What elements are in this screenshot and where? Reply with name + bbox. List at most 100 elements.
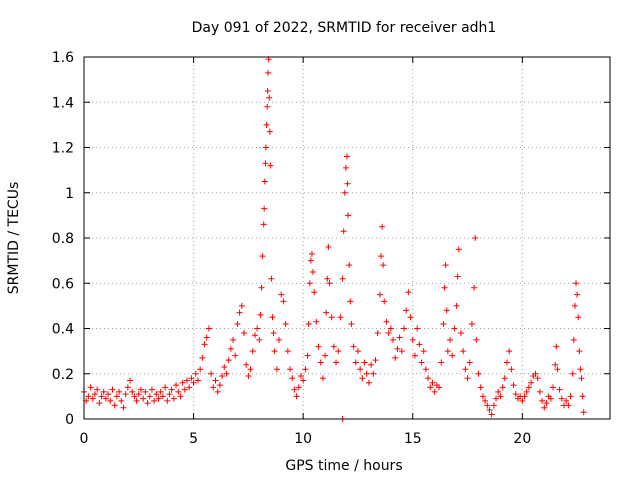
data-point — [479, 393, 486, 400]
data-point — [468, 320, 475, 327]
data-point — [240, 330, 247, 337]
grid — [84, 57, 610, 419]
data-point — [536, 388, 543, 395]
data-point — [236, 309, 243, 316]
data-point — [116, 388, 123, 395]
data-point — [175, 388, 182, 395]
data-point — [291, 386, 298, 393]
data-point — [159, 393, 166, 400]
data-point — [352, 359, 359, 366]
y-tick-label: 1.2 — [52, 141, 74, 157]
data-point — [278, 291, 285, 298]
data-point — [573, 280, 580, 287]
data-point — [441, 284, 448, 291]
data-point — [333, 359, 340, 366]
data-point — [120, 404, 127, 411]
data-point — [227, 345, 234, 352]
data-point — [462, 366, 469, 373]
data-point — [571, 302, 578, 309]
data-point — [247, 366, 254, 373]
data-point — [251, 332, 258, 339]
data-point — [372, 357, 379, 364]
data-point — [454, 273, 461, 280]
data-point — [403, 307, 410, 314]
data-point — [249, 348, 256, 355]
data-point — [259, 253, 266, 260]
data-point — [455, 246, 462, 253]
data-point — [98, 393, 105, 400]
data-point — [184, 377, 191, 384]
data-point — [554, 366, 561, 373]
x-tick-label: 0 — [80, 431, 89, 447]
data-point — [181, 386, 188, 393]
data-point — [168, 386, 175, 393]
data-point — [357, 366, 364, 373]
data-point — [381, 298, 388, 305]
data-point — [398, 348, 405, 355]
data-point — [394, 345, 401, 352]
data-point — [109, 386, 116, 393]
data-point — [503, 359, 510, 366]
data-point — [328, 314, 335, 321]
data-point — [577, 366, 584, 373]
data-point — [534, 375, 541, 382]
data-point — [361, 359, 368, 366]
data-point — [170, 395, 177, 402]
data-point — [307, 257, 314, 264]
data-point — [444, 348, 451, 355]
data-point — [151, 397, 158, 404]
data-point — [216, 382, 223, 389]
data-point — [157, 388, 164, 395]
data-point — [289, 375, 296, 382]
data-point — [305, 320, 312, 327]
data-point — [284, 348, 291, 355]
data-point — [311, 289, 318, 296]
data-point — [418, 359, 425, 366]
data-point — [135, 391, 142, 398]
data-point — [575, 314, 582, 321]
data-point — [122, 391, 129, 398]
data-point — [310, 268, 317, 275]
data-point — [243, 361, 250, 368]
data-point — [565, 402, 572, 409]
data-point — [574, 291, 581, 298]
data-point — [137, 386, 144, 393]
data-point — [219, 373, 226, 380]
data-point — [164, 397, 171, 404]
data-point — [269, 314, 276, 321]
data-point — [212, 377, 219, 384]
data-point — [306, 280, 313, 287]
data-point — [162, 384, 169, 391]
data-point — [107, 397, 114, 404]
y-tick-label: 0.6 — [52, 276, 74, 292]
data-point — [221, 363, 228, 370]
data-point — [276, 336, 283, 343]
data-point — [495, 388, 502, 395]
data-point — [87, 384, 94, 391]
data-point — [578, 375, 585, 382]
data-point — [400, 325, 407, 332]
data-point — [238, 302, 245, 309]
data-point — [339, 275, 346, 282]
data-point — [268, 275, 275, 282]
data-point — [429, 379, 436, 386]
data-point — [539, 397, 546, 404]
data-point — [118, 397, 125, 404]
x-tick-label: 15 — [404, 431, 422, 447]
data-point — [354, 348, 361, 355]
data-point — [477, 384, 484, 391]
data-point — [396, 334, 403, 341]
data-point — [443, 307, 450, 314]
data-point — [203, 334, 210, 341]
data-point — [262, 144, 269, 151]
data-point — [261, 178, 268, 185]
data-point — [127, 377, 134, 384]
data-point — [556, 386, 563, 393]
data-point — [131, 393, 138, 400]
data-point — [422, 366, 429, 373]
y-axis-label: SRMTID / TECUs — [6, 182, 22, 295]
data-point — [266, 128, 273, 135]
data-point — [488, 411, 495, 418]
axis-ticks: 0 5 10 15 20 0 0.2 0.4 0.6 0.8 1 1.2 1.4 1.6 — [52, 50, 610, 447]
data-point — [264, 87, 271, 94]
